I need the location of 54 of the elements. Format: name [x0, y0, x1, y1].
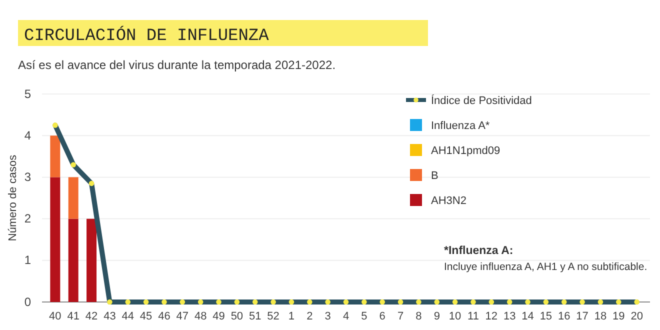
x-tick-label: 1: [288, 310, 295, 322]
x-tick-label: 13: [503, 310, 516, 322]
x-tick-label: 7: [397, 310, 404, 322]
x-tick-label: 46: [158, 310, 170, 322]
x-tick-label: 50: [230, 310, 244, 322]
chart-title: CIRCULACIÓN DE INFLUENZA: [24, 25, 270, 46]
x-tick-label: 9: [434, 310, 440, 322]
x-tick-label: 18: [594, 310, 607, 322]
annotation: *Influenza A:: [444, 245, 514, 257]
y-axis-title: Número de casos: [7, 154, 19, 242]
x-tick-label: 43: [104, 310, 116, 322]
annotation: Incluye influenza A, AH1 y A no subtificable.: [444, 261, 648, 273]
x-tick-label: 40: [49, 310, 62, 322]
x-tick-label: 3: [324, 310, 331, 322]
legend-label: Índice de Positividad: [431, 94, 532, 107]
legend-label: AH3N2: [431, 195, 466, 207]
y-tick-label: 5: [24, 86, 32, 101]
x-tick-label: 8: [416, 310, 422, 322]
bar: [68, 177, 78, 219]
x-tick-label: 20: [630, 310, 643, 322]
x-tick-label: 19: [612, 310, 625, 322]
bar: [68, 218, 78, 302]
y-tick-label: 0: [24, 294, 32, 309]
x-tick-label: 48: [194, 310, 207, 322]
x-tick-label: 51: [248, 310, 262, 322]
x-tick-label: 5: [361, 310, 368, 322]
legend-label: B: [431, 170, 438, 182]
x-tick-label: 44: [122, 310, 134, 322]
legend-label: AH1N1pmd09: [431, 145, 500, 157]
x-tick-label: 42: [85, 310, 98, 322]
legend-label: Influenza A*: [431, 120, 490, 132]
chart-subtitle: Así es el avance del virus durante la temporada 2021-2022.: [18, 58, 336, 72]
y-tick-label: 4: [24, 128, 32, 142]
x-tick-label: 49: [212, 310, 225, 322]
x-tick-label: 4: [342, 310, 350, 322]
bar: [50, 136, 60, 178]
x-tick-label: 45: [140, 310, 152, 322]
x-tick-label: 12: [485, 310, 498, 322]
x-tick-label: 10: [448, 310, 462, 322]
bar: [50, 177, 60, 302]
x-tick-label: 14: [522, 310, 534, 322]
x-tick-label: 15: [540, 310, 552, 322]
x-tick-label: 6: [379, 310, 386, 322]
x-tick-label: 11: [468, 310, 479, 322]
y-tick-label: 2: [24, 212, 32, 226]
x-tick-label: 2: [306, 310, 313, 322]
x-tick-label: 47: [176, 310, 189, 322]
y-tick-label: 1: [24, 253, 32, 268]
y-tick-label: 3: [24, 170, 32, 184]
x-tick-label: 17: [576, 310, 588, 322]
bar: [86, 218, 97, 302]
x-tick-label: 16: [558, 310, 570, 322]
x-tick-label: 52: [267, 310, 280, 322]
x-tick-label: 41: [67, 310, 80, 322]
